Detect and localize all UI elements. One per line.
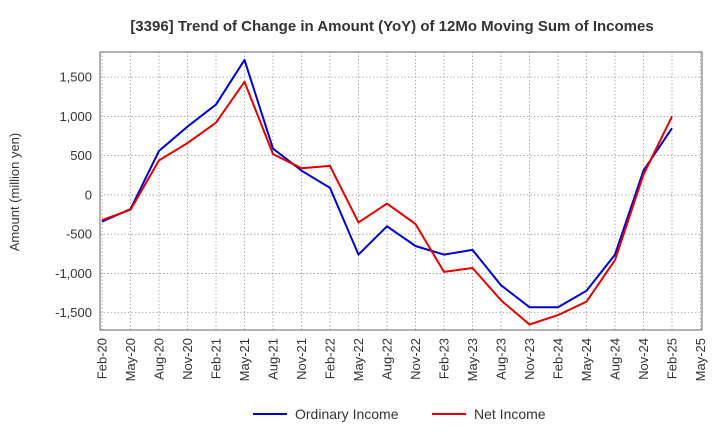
x-tick-label: Feb-25: [665, 338, 680, 379]
x-tick-label: Nov-22: [408, 338, 423, 380]
x-tick-label: Nov-24: [636, 338, 651, 380]
x-tick-label: May-21: [237, 338, 252, 381]
y-tick-label: -1,000: [55, 266, 92, 281]
plot-frame: [99, 51, 703, 331]
x-tick-label: Nov-23: [522, 338, 537, 380]
y-tick-label: -500: [66, 227, 92, 242]
x-tick-labels: Feb-20 May-20 Aug-20 Nov-20 Feb-21 May-21 Aug-…: [95, 338, 709, 381]
y-tick-labels: -1,500 -1,000 -500 0 500 1,000 1,500: [55, 70, 92, 321]
legend-label-net-income: Net Income: [474, 406, 546, 422]
x-tick-label: Aug-24: [608, 338, 623, 380]
y-axis-label: Amount (million yen): [7, 133, 22, 252]
legend-label-ordinary-income: Ordinary Income: [295, 406, 399, 422]
x-tick-label: May-25: [693, 338, 708, 381]
x-tick-label: May-20: [123, 338, 138, 381]
y-tick-label: 1,500: [59, 70, 92, 85]
x-tick-label: Aug-22: [380, 338, 395, 380]
x-tick-label: Aug-21: [266, 338, 281, 380]
y-tick-label: 0: [85, 187, 92, 202]
series-line-net-income: [101, 80, 673, 326]
x-tick-label: Feb-23: [437, 338, 452, 379]
chart-title: [3396] Trend of Change in Amount (YoY) o…: [130, 18, 653, 35]
series-line-ordinary-income: [101, 58, 673, 309]
legend: Ordinary Income Net Income: [253, 406, 546, 422]
x-tick-label: Aug-23: [494, 338, 509, 380]
x-tick-label: Feb-20: [95, 338, 110, 379]
x-tick-label: Nov-20: [180, 338, 195, 380]
x-tick-label: Aug-20: [152, 338, 167, 380]
x-tick-label: Nov-21: [294, 338, 309, 380]
x-tick-label: Feb-21: [209, 338, 224, 379]
x-tick-label: Feb-22: [323, 338, 338, 379]
y-tick-label: 1,000: [59, 109, 92, 124]
y-tick-label: 500: [70, 148, 92, 163]
x-tick-label: May-24: [579, 338, 594, 381]
series-lines: [101, 58, 673, 326]
x-tick-label: May-22: [351, 338, 366, 381]
grid-lines: [100, 52, 702, 330]
y-tick-label: -1,500: [55, 305, 92, 320]
x-tick-label: May-23: [465, 338, 480, 381]
x-tick-label: Feb-24: [551, 338, 566, 379]
